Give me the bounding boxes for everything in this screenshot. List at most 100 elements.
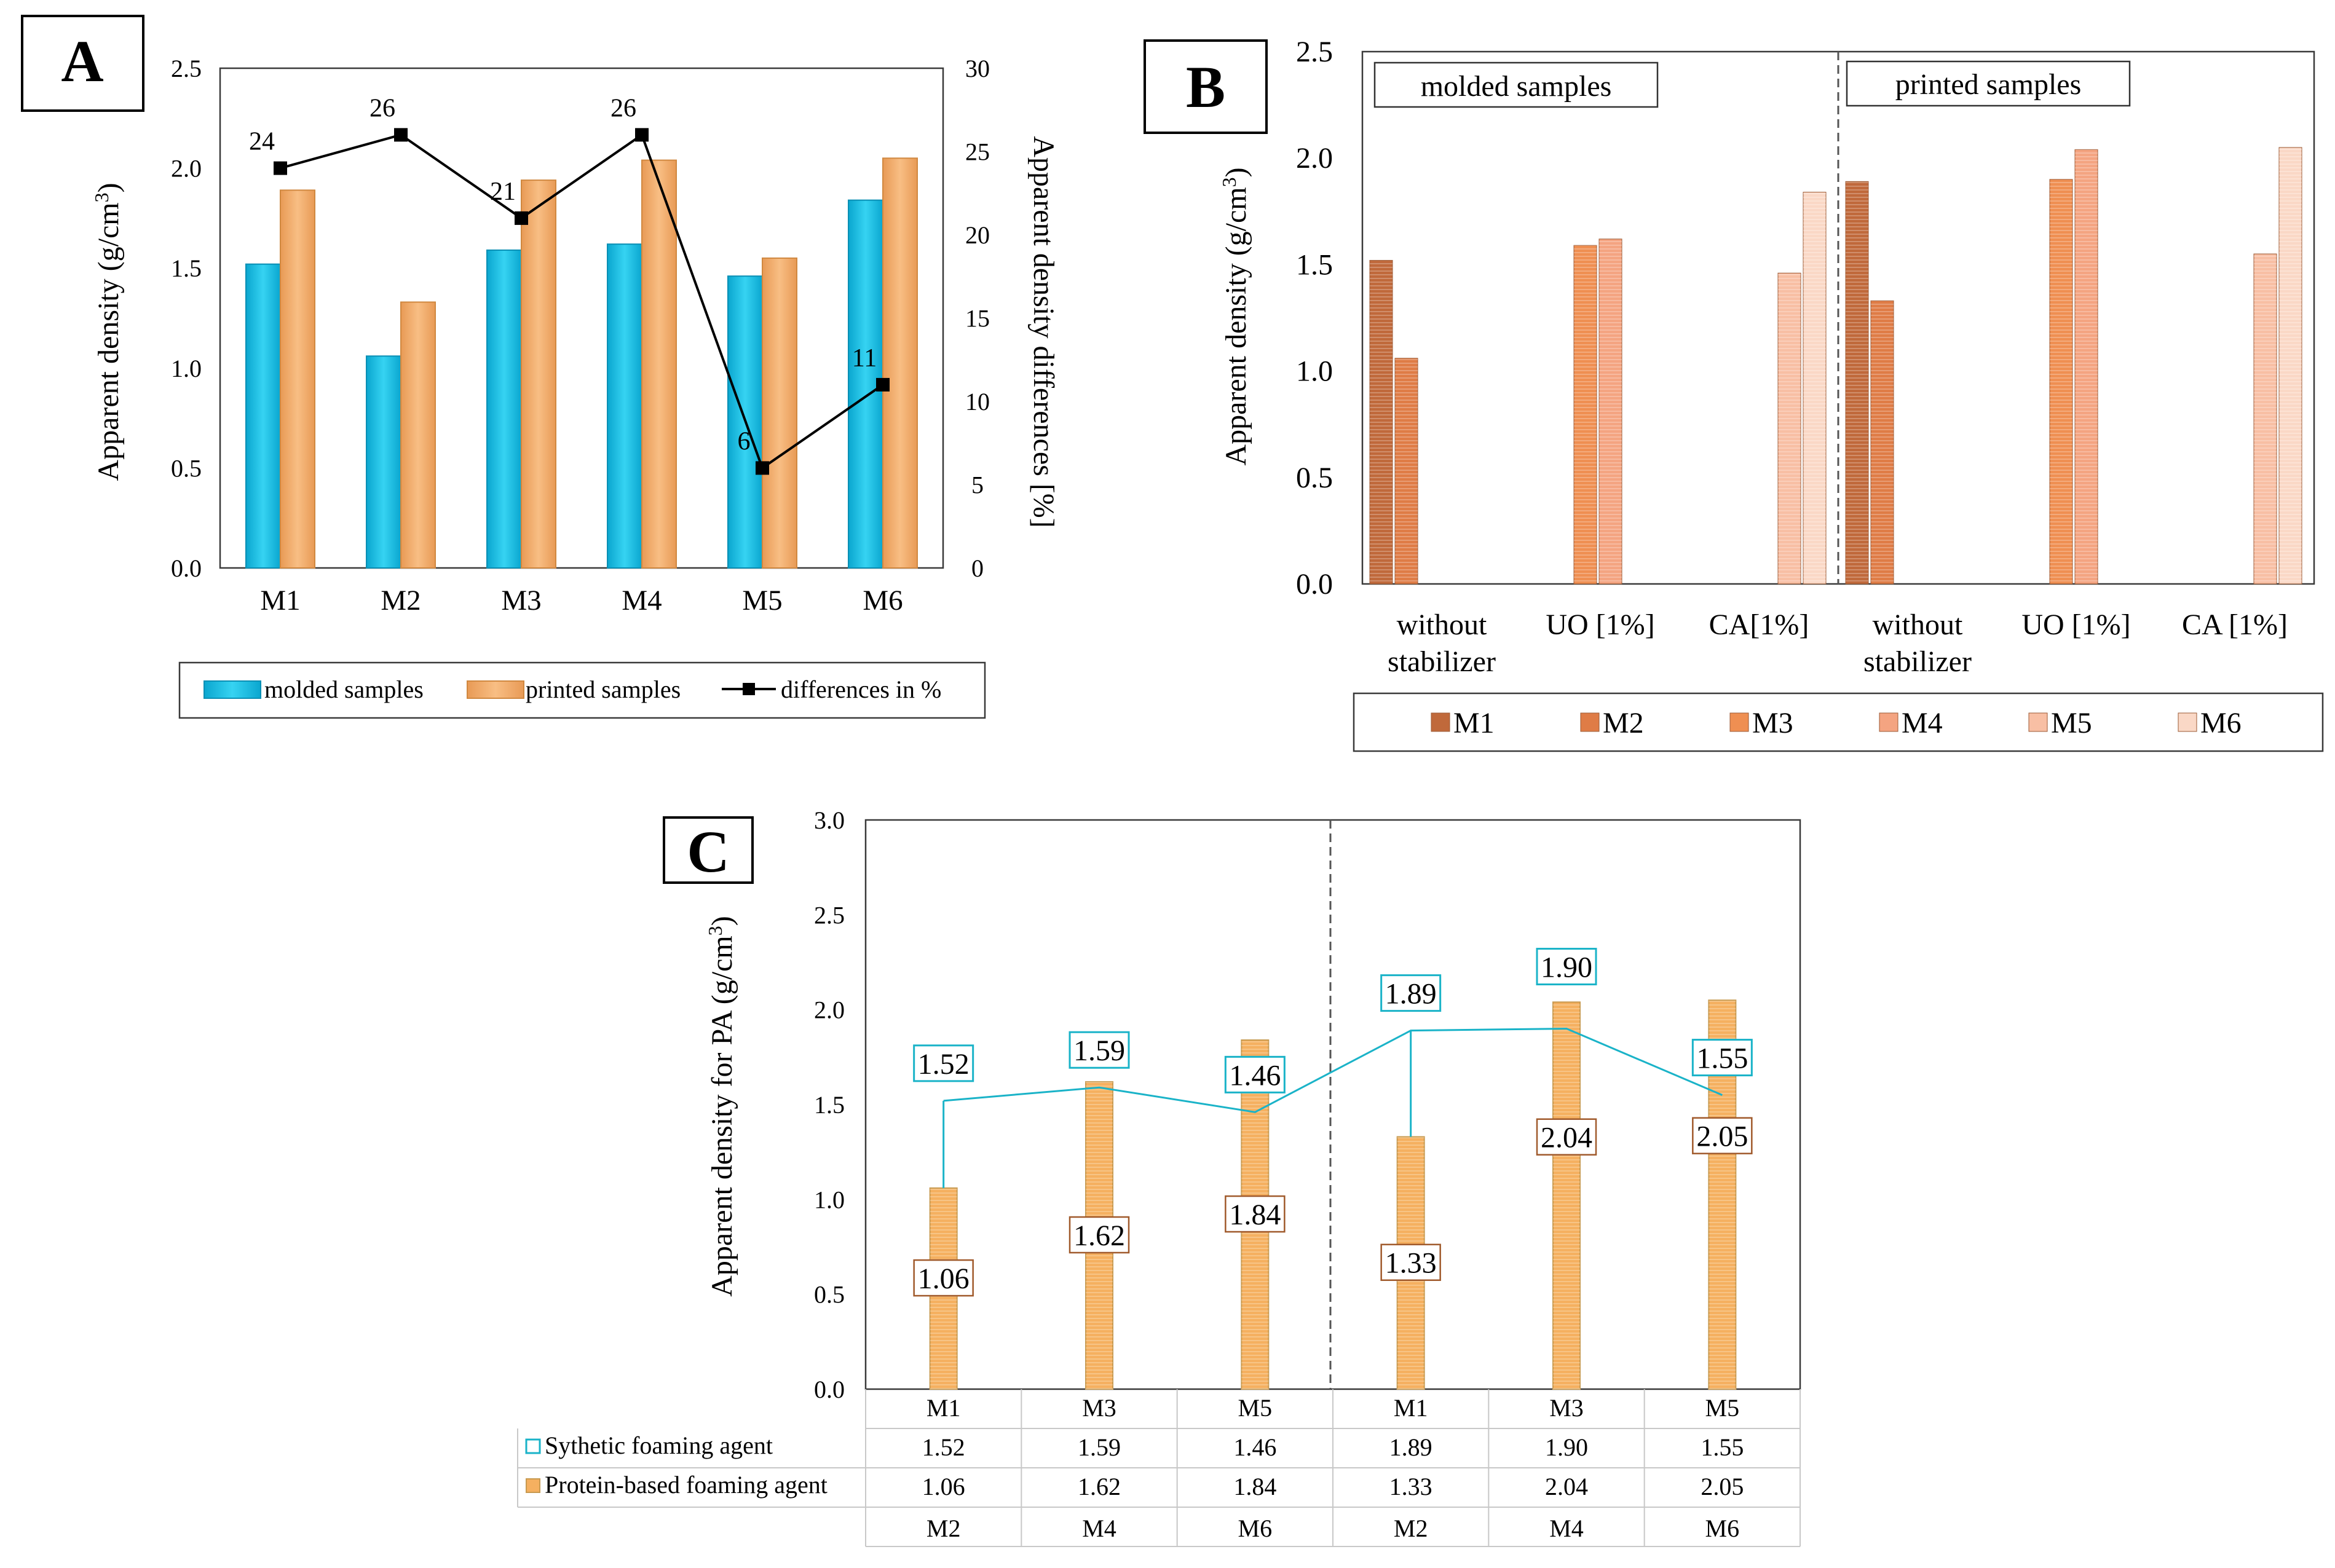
synthetic-value-box [1691,1039,1753,1077]
panel-c-y-tick: 1.0 [814,1186,845,1213]
panel-b-group-label: CA[1%] [1709,609,1809,641]
panel-a-y2-axis-title: Apparent density differences [%] [1027,136,1060,528]
panel-c-y-tick: 0.5 [814,1281,845,1309]
protein-value-box [1536,1118,1597,1156]
protein-value-label: 1.84 [1229,1199,1281,1231]
panel-c-data-table: Sythetic foaming agent Protein-based foam… [517,1389,1801,1547]
panel-a-category-label: M1 [260,585,300,617]
protein-value-label: 2.05 [1696,1121,1748,1153]
panel-b-group-label: without [1397,609,1487,641]
panel-b: B 0.0 0.5 1.0 1.5 2.0 2.5 molded samples prin… [1144,36,2324,752]
panel-c-y-tick: 2.0 [814,996,845,1024]
panel-b-molded-section-box [1373,61,1659,108]
bar-M3-group-5-texture [2050,179,2072,585]
protein-value-box [913,1259,974,1297]
table-top-category: M5 [1238,1394,1273,1422]
panel-b-group-label: without [1873,609,1963,641]
panel-c-value-labels: 1.52 1.06 1.59 1.62 1.46 1.84 1.89 1.33 1.90 2.04… [913,948,1753,1297]
panel-b-legend-label-M6: M6 [2200,707,2242,739]
panel-b-group-label: stabilizer [1863,645,1972,678]
protein-value-label: 1.06 [918,1263,970,1295]
bar-molded-M4 [607,243,642,569]
differences-marker [635,128,649,142]
panel-a-legend [178,661,986,719]
panel-c-label-box [663,816,754,884]
synthetic-value-box [1380,974,1442,1012]
panel-b-legend-label-M2: M2 [1603,707,1644,739]
legend-molded-swatch [203,680,261,699]
synthetic-value-label: 1.59 [1073,1034,1125,1067]
panel-c-label: C [687,819,729,884]
panel-a: A 0.0 0.5 1.0 1.5 2.0 2.5 0 5 10 15 20 25 30 24 26 21… [21,15,1060,719]
panel-c-synthetic-line [942,1028,1723,1188]
panel-b-y-tick: 2.0 [1296,142,1333,175]
table-bottom-category: M6 [1705,1515,1740,1542]
panel-b-y-tick: 0.5 [1296,462,1333,494]
panel-b-group-label: UO [1%] [1546,609,1654,641]
table-top-category: M3 [1549,1394,1584,1422]
panel-a-category-label: M5 [742,585,782,617]
panel-a-y-tick: 2.0 [171,155,202,183]
synthetic-value-box [913,1044,974,1082]
synthetic-value-box [1224,1055,1286,1093]
bar-M1-group-4-texture [1846,181,1868,585]
panel-b-group-label: stabilizer [1388,645,1496,678]
panel-b-group-labels: without stabilizer UO [1%] CA[1%] without sta… [1388,609,2288,678]
protein-value-label: 1.33 [1385,1247,1437,1280]
panel-c: C 0.0 0.5 1.0 1.5 2.0 2.5 3.0 1.52 1.06 1.59 1.62… [517,806,1801,1547]
differences-value-label: 11 [852,344,877,372]
panel-b-group-label: CA [1%] [2182,609,2288,641]
panel-b-y-tick: 0.0 [1296,568,1333,601]
table-protein-value: 1.06 [922,1473,965,1500]
panel-b-y-tick: 2.5 [1296,36,1333,68]
differences-value-label: 26 [610,94,636,122]
panel-a-category-label: M3 [501,585,541,617]
panel-b-legend-swatch-M5 [2028,712,2048,732]
panel-a-y2-tick: 15 [965,305,990,333]
bar-protein-M4-texture [1553,1002,1580,1389]
panel-c-y-tick: 2.5 [814,901,845,929]
differences-line [280,133,884,470]
panel-c-y-ticks: 0.0 0.5 1.0 1.5 2.0 2.5 3.0 [814,806,845,1403]
table-synthetic-value: 1.89 [1389,1433,1432,1461]
panel-a-bars [245,157,918,569]
differences-marker [394,128,408,142]
panel-a-category-label: M4 [622,585,662,617]
panel-b-legend-swatch-M6 [2178,712,2197,732]
panel-b-legend-swatch-M1 [1431,712,1450,732]
bar-M2-group-1-texture [1395,358,1418,584]
panel-a-y2-tick: 30 [965,55,990,82]
synthetic-value-label: 1.89 [1385,978,1437,1011]
panel-a-category-label: M6 [863,585,903,617]
table-protein-value: 1.62 [1078,1473,1121,1500]
panel-b-y-tick: 1.0 [1296,355,1333,388]
panel-a-y2-tick: 0 [971,554,984,582]
synthetic-value-label: 1.55 [1696,1042,1748,1075]
differences-marker [876,377,890,392]
panel-c-y-tick: 3.0 [814,806,845,834]
bar-M2-group-4-texture [1871,301,1894,584]
panel-a-label-box [21,15,144,112]
panel-a-label: A [61,28,103,94]
table-synthetic-value: 1.59 [1078,1433,1121,1461]
protein-value-box [1692,1117,1753,1154]
bar-M5-group-3-texture [1778,273,1801,584]
synthetic-legend-key [525,1438,541,1454]
panel-c-plot-area [864,819,1801,1390]
protein-value-label: 1.62 [1073,1219,1125,1252]
differences-marker [756,461,769,475]
protein-value-box [1069,1216,1130,1254]
differences-value-label: 24 [249,128,275,156]
panel-b-group-label: UO [1%] [2021,609,2130,641]
panel-b-legend [1353,692,2324,752]
panel-a-y2-tick: 10 [965,388,990,416]
table-synthetic-value: 1.52 [922,1433,965,1461]
table-bottom-category: M4 [1549,1515,1584,1542]
differences-value-label: 26 [369,94,395,122]
legend-printed-label: printed samples [526,676,681,703]
panel-a-categories: M1 M2 M3 M4 M5 M6 [260,585,903,617]
bar-printed-M6 [882,157,918,569]
panel-b-legend-items: M1 M2 M3 M4 M5 M6 [1431,707,2242,739]
bar-molded-M2 [366,355,401,569]
